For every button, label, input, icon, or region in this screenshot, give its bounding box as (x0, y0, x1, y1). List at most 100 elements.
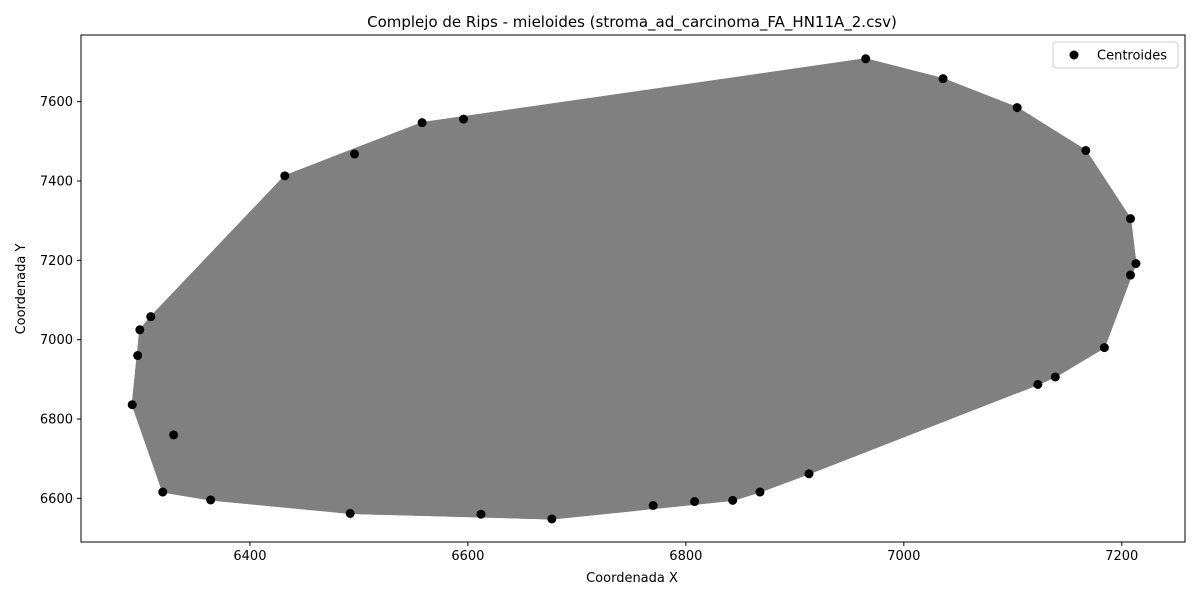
complex-edge (808, 150, 1087, 475)
complex-edge (865, 58, 1137, 264)
complex-edge (694, 499, 733, 503)
complex-edge (349, 154, 356, 514)
complex-edge (1037, 263, 1137, 385)
centroid-point (861, 54, 871, 64)
complex-edge (1016, 107, 1131, 220)
centroid-point (1131, 259, 1141, 269)
complex-edge (551, 376, 1056, 520)
centroid-point (690, 497, 700, 507)
complex-edge (652, 58, 867, 506)
complex-edge (150, 118, 464, 318)
complex-edge (284, 175, 810, 475)
complex-edge (173, 122, 423, 436)
complex-edge (942, 78, 1137, 264)
complex-edge (150, 316, 212, 501)
complex-edge (759, 263, 1137, 493)
complex-edge (1016, 107, 1087, 151)
complex-edge (652, 263, 1137, 506)
complex-edge (162, 218, 1131, 493)
complex-edge (284, 175, 761, 493)
complex-edge (162, 274, 1131, 493)
complex-edge (480, 513, 552, 520)
y-axis-ticks: 6600 6800 7000 7200 7400 7600 (40, 95, 81, 507)
complex-edge (480, 491, 761, 515)
complex-edge (139, 329, 175, 436)
x-tick-label: 7200 (1105, 549, 1138, 564)
complex-edge (210, 499, 552, 520)
complex-edge (354, 149, 1086, 155)
complex-edge (139, 218, 1131, 331)
complex-edge (1037, 150, 1087, 385)
centroid-point (804, 469, 814, 479)
complex-edge (1055, 347, 1105, 378)
complex-edge (463, 118, 553, 520)
complex-edge (1085, 150, 1131, 219)
complex-edge (694, 218, 1131, 502)
complex-edge (132, 274, 1131, 406)
complex-edge (732, 218, 1131, 501)
complex-edge (694, 150, 1087, 502)
centroid-point (1033, 380, 1043, 390)
complex-edge (421, 122, 810, 475)
complex-edge (942, 78, 1087, 151)
complex-edge (694, 107, 1018, 502)
complex-edge (354, 153, 654, 506)
complex-edge (865, 58, 1018, 109)
legend-label: Centroides (1097, 49, 1167, 64)
centroid-point (127, 400, 137, 410)
complex-edge (210, 274, 1131, 501)
y-tick-label: 6600 (40, 492, 73, 507)
complex-edge (422, 122, 1131, 220)
centroid-point (1050, 372, 1060, 382)
centroid-point (146, 312, 156, 322)
complex-edge (137, 355, 164, 493)
complex-edge (694, 347, 1105, 503)
complex-edge (480, 263, 1137, 515)
complex-edge (284, 175, 1137, 265)
complex-edge (1037, 218, 1131, 385)
complex-edge (162, 347, 1105, 493)
complex-edge (210, 384, 1038, 501)
complex-edge (210, 122, 423, 501)
centroid-point (206, 495, 216, 505)
complex-edge (284, 175, 482, 515)
complex-edge (463, 118, 696, 502)
complex-edge (865, 58, 1105, 348)
x-tick-label: 6600 (451, 549, 484, 564)
complex-edge (354, 153, 553, 520)
centroid-point (547, 514, 557, 524)
complex-edge (463, 58, 866, 120)
complex-edge (150, 175, 286, 318)
complex-edge (865, 58, 1131, 276)
complex-edge (173, 263, 1137, 436)
complex-edge (173, 58, 866, 436)
complex-edge (1103, 218, 1131, 348)
complex-edge (173, 175, 286, 436)
complex-edge (350, 263, 1137, 514)
complex-edge (865, 58, 1039, 385)
complex-edge (354, 153, 482, 515)
complex-edge (421, 122, 1105, 349)
complex-edge (284, 175, 1131, 220)
complex-edge (808, 274, 1131, 475)
complex-edge (150, 316, 695, 503)
centroid-point (345, 508, 355, 518)
complex-edge (942, 78, 1131, 220)
complex-edge (551, 107, 1018, 520)
complex-edge (759, 218, 1131, 493)
y-tick-label: 6800 (40, 413, 73, 428)
complex-edge (942, 78, 1018, 109)
complex-edge (463, 118, 734, 501)
complex-edge (162, 384, 1038, 493)
complex-edge (350, 218, 1131, 514)
complex-edge (942, 78, 1039, 385)
complex-edge (150, 218, 1131, 318)
complex-edge (139, 329, 212, 501)
y-tick-label: 7400 (40, 174, 73, 189)
complex-edge (480, 58, 867, 515)
centroid-point (158, 487, 168, 497)
complex-edge (463, 118, 1131, 220)
complex-edge (422, 122, 1131, 276)
complex-edge (150, 274, 1131, 318)
